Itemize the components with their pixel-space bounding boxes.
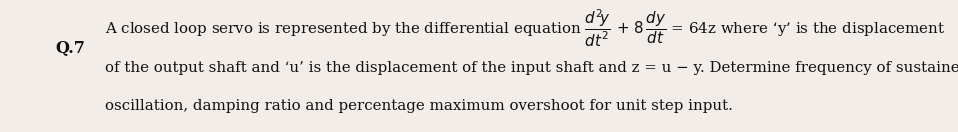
Text: A closed loop servo is represented by the differential equation $\dfrac{d^2\!y}{: A closed loop servo is represented by th… [105,8,945,49]
Text: oscillation, damping ratio and percentage maximum overshoot for unit step input.: oscillation, damping ratio and percentag… [105,99,733,113]
Text: of the output shaft and ‘u’ is the displacement of the input shaft and z = u − y: of the output shaft and ‘u’ is the displ… [105,61,958,75]
Text: Q.7: Q.7 [55,39,85,56]
Text: A closed loop servo is represented by the differential equation: A closed loop servo is represented by th… [0,131,1,132]
